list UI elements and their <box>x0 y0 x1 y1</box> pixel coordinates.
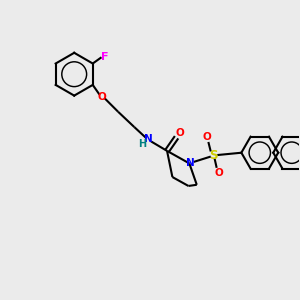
Text: O: O <box>203 132 212 142</box>
Text: F: F <box>101 52 109 62</box>
Text: N: N <box>144 134 153 144</box>
Text: O: O <box>175 128 184 138</box>
Text: S: S <box>209 148 218 162</box>
Text: O: O <box>214 169 223 178</box>
Text: O: O <box>98 92 106 102</box>
Text: H: H <box>138 140 146 149</box>
Text: N: N <box>186 158 194 168</box>
